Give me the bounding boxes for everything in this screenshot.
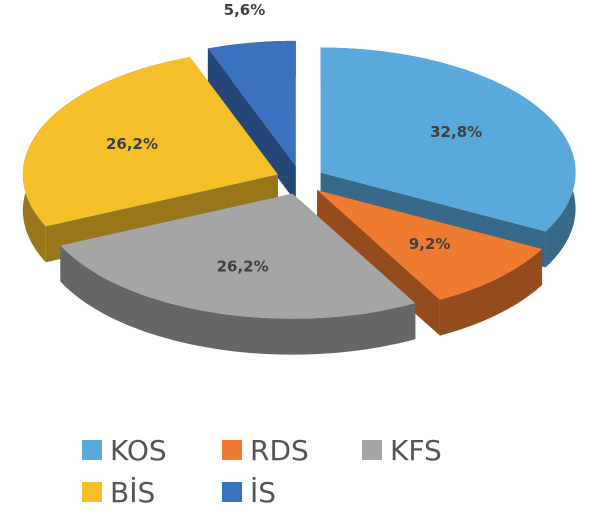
legend-swatch <box>222 440 242 460</box>
data-label: 5,6% <box>224 1 266 19</box>
data-label: 26,2% <box>106 135 158 153</box>
data-label: 9,2% <box>409 235 451 253</box>
legend-label: KOS <box>110 434 167 467</box>
slice-top <box>60 193 416 319</box>
data-label: 32,8% <box>430 123 482 141</box>
legend-label: BİS <box>110 476 155 509</box>
legend-swatch <box>222 482 242 502</box>
slice-top <box>320 47 576 232</box>
slice-top <box>22 57 278 227</box>
legend-swatch <box>82 482 102 502</box>
slice-top <box>317 190 543 300</box>
slice <box>207 40 296 202</box>
legend-label: İS <box>250 476 276 509</box>
slice <box>60 193 416 355</box>
legend-swatch <box>82 440 102 460</box>
slice-top <box>207 40 296 166</box>
slice-side <box>439 248 543 336</box>
slice-side <box>60 245 416 355</box>
legend-swatch <box>362 440 382 460</box>
legend-label: RDS <box>250 434 309 467</box>
legend-label: KFS <box>390 434 442 467</box>
slice-wall <box>207 48 296 202</box>
data-label: 26,2% <box>217 258 269 276</box>
